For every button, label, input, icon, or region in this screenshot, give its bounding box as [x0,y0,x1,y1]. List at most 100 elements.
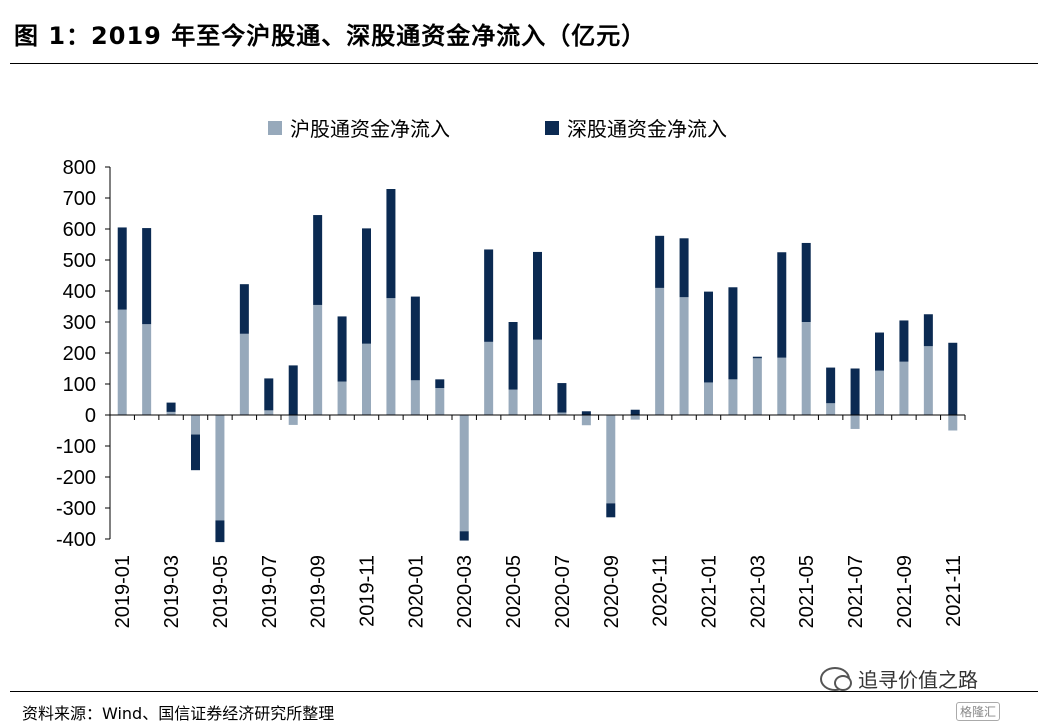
bar-sz-2019-04 [191,434,200,471]
bar-sh-2020-02 [435,388,445,415]
bar-sz-2019-08 [288,365,298,415]
bar-sh-2021-04 [777,357,787,415]
bar-sz-2019-06 [239,284,249,334]
figure-title: 图 1：2019 年至今沪股通、深股通资金净流入（亿元） [14,22,647,50]
bar-sz-2021-02 [728,287,738,380]
bar-sh-2019-09 [313,304,323,415]
bar-sz-2020-03 [459,531,469,541]
bar-sz-2020-05 [508,322,518,390]
bar-sz-2020-07 [557,383,567,413]
x-tick-label: 2021-07 [845,555,867,628]
bar-sh-2019-11 [362,343,371,415]
bar-sh-2019-06 [239,333,249,415]
x-tick-label: 2021-11 [943,555,965,627]
legend-swatch-sz [545,121,559,135]
x-tick-label: 2020-09 [601,555,623,628]
bar-sh-2020-12 [679,297,689,415]
bar-sz-2020-11 [655,235,665,288]
x-tick-label: 2019-09 [308,555,330,628]
bar-sh-2020-11 [655,287,665,415]
bar-sz-2021-03 [752,356,762,359]
bar-sh-2020-01 [410,380,420,415]
footer-rule [10,691,1038,692]
bar-sz-2019-10 [337,316,347,382]
source-note: 资料来源：Wind、国信证券经济研究所整理 [22,704,335,723]
bar-sh-2021-05 [801,322,811,415]
bar-sh-2021-08 [875,370,884,415]
bar-sz-2020-04 [484,249,494,342]
x-tick-label: 2020-03 [454,555,476,628]
bar-sz-2020-01 [410,296,420,381]
bar-sz-2021-07 [850,368,860,415]
bar-sh-2020-10 [630,415,640,420]
bar-sh-2019-10 [337,381,347,415]
x-tick-label: 2019-07 [259,555,281,628]
bar-sh-2021-11 [948,415,958,431]
bar-sh-2021-03 [752,358,762,415]
bar-sh-2021-09 [899,361,909,415]
y-tick-label: 400 [63,281,96,303]
x-tick-label: 2021-05 [796,555,818,628]
bar-sz-2021-01 [704,291,713,383]
y-tick-label: 800 [63,157,96,179]
x-tick-label: 2021-03 [747,555,769,628]
bar-sz-2020-09 [606,503,616,518]
watermark: 追寻价值之路 [820,664,978,693]
bar-sz-2021-04 [777,252,787,358]
x-tick-label: 2020-11 [650,555,672,627]
bar-sz-2021-06 [826,367,836,404]
y-tick-label: 100 [63,374,96,396]
x-tick-label: 2021-09 [894,555,916,628]
x-tick-label: 2019-05 [210,555,232,628]
y-tick-label: 700 [63,188,96,210]
x-tick-label: 2019-11 [357,555,379,627]
bar-sh-2019-08 [288,415,298,425]
bar-sh-2019-07 [264,410,274,415]
wechat-icon [820,666,852,691]
bar-sh-2020-05 [508,389,518,415]
bar-sh-2020-04 [484,341,494,415]
bar-sz-2021-11 [948,342,958,415]
x-tick-label: 2020-07 [552,555,574,628]
bar-sz-2019-01 [117,227,127,310]
x-tick-label: 2020-05 [503,555,525,628]
bar-sh-2020-03 [459,415,469,532]
bar-sz-2021-05 [801,242,811,322]
bar-sz-2020-08 [581,411,591,415]
legend-swatch-sh [268,121,282,135]
x-axis: 2019-01 2019-03 2019-05 2019-07 2019-09 2019-… [109,414,966,628]
y-tick-label: -200 [56,467,96,489]
x-tick-label: 2021-01 [699,555,721,628]
bar-sz-2019-12 [386,189,396,299]
bar-sz-2020-06 [533,251,542,340]
title-underline [10,63,1038,64]
y-axis: -400 -300 -200 -100 0 100 200 300 400 500 600 700 80… [56,157,111,551]
bar-sz-2020-02 [435,379,445,389]
y-tick-label: -300 [56,498,96,520]
bar-sh-2021-07 [850,415,860,429]
y-tick-label: 200 [63,343,96,365]
bar-sz-2020-12 [679,238,689,298]
bar-sh-2021-06 [826,403,836,415]
x-tick-label: 2019-03 [161,555,183,628]
x-tick-label: 2020-01 [405,555,427,628]
bar-sz-2021-10 [923,314,933,347]
y-tick-label: 0 [85,405,96,427]
y-tick-label: -100 [56,436,96,458]
bar-sh-2021-02 [728,379,738,415]
y-tick-label: 600 [63,219,96,241]
bar-sz-2019-05 [215,520,225,543]
bar-sz-2019-07 [264,378,274,411]
bars [117,189,958,543]
gelonghui-badge: 格隆汇 [956,702,1001,721]
bar-sz-2019-02 [142,228,152,325]
bar-sz-2020-10 [630,409,640,415]
bar-sh-2020-08 [581,415,591,426]
bar-sh-2020-07 [557,412,567,415]
bar-sh-2019-01 [117,309,127,415]
bar-sz-2019-09 [313,215,323,305]
bar-sz-2021-08 [875,332,884,371]
bar-sh-2019-02 [142,324,152,415]
x-tick-label: 2019-01 [112,555,134,628]
